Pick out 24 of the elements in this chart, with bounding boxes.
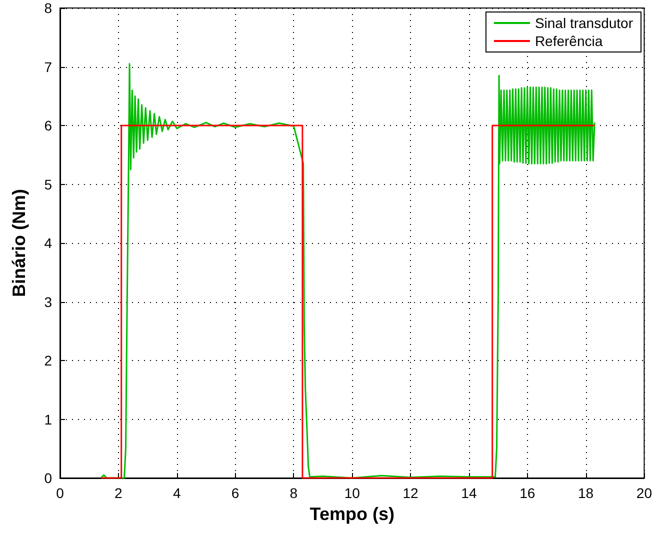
- y-axis-title: Binário (Nm): [9, 188, 29, 297]
- y-tick-label: 7: [44, 58, 52, 75]
- y-tick-label: 5: [44, 176, 52, 192]
- x-tick-label: 20: [636, 485, 652, 501]
- x-tick-label: 10: [344, 485, 360, 501]
- y-tick-label: 1: [44, 411, 52, 428]
- x-tick-label: 16: [520, 485, 536, 501]
- x-tick-label: 8: [290, 485, 298, 501]
- y-tick-label: 4: [44, 235, 52, 251]
- y-tick-label: 6: [44, 118, 52, 134]
- y-tick-label: 3: [44, 294, 52, 310]
- y-tick-label: 0: [44, 470, 52, 486]
- x-tick-label: 4: [172, 485, 181, 501]
- x-tick-label: 12: [402, 485, 419, 501]
- x-tick-label: 6: [231, 485, 240, 501]
- x-tick-label: 18: [578, 485, 594, 501]
- x-axis-title: Tempo (s): [310, 504, 394, 524]
- y-tick-label: 8: [44, 0, 52, 16]
- x-tick-label: 0: [56, 485, 64, 501]
- legend-label: Referência: [534, 33, 603, 49]
- y-tick-label: 2: [44, 352, 52, 368]
- x-tick-label: 2: [114, 485, 123, 501]
- x-tick-label: 14: [461, 485, 477, 501]
- legend-label: Sinal transdutor: [534, 15, 634, 31]
